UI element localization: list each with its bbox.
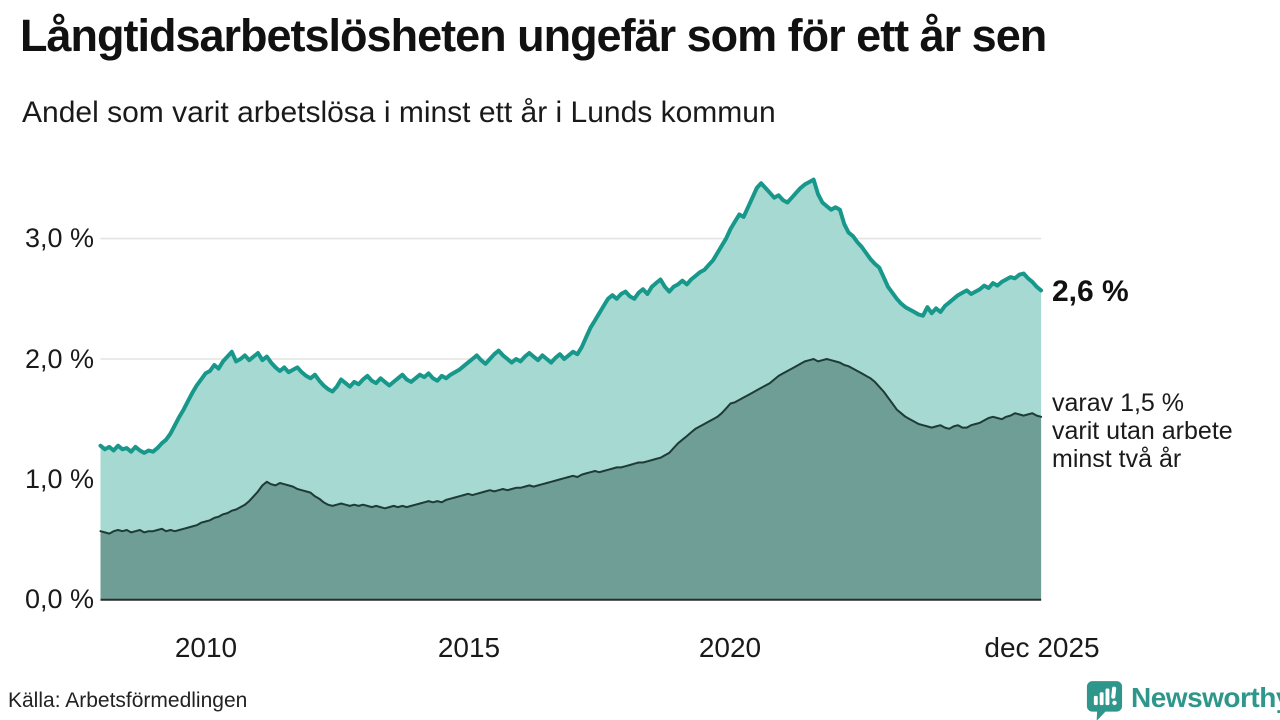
y-axis-tick-label: 2,0 % [24, 344, 94, 374]
newsworthy-logo-icon [1086, 681, 1123, 720]
annotation-secondary-line: minst två år [1052, 445, 1182, 473]
logo-bar-large [1105, 688, 1110, 706]
logo-exclamation-dot [1112, 700, 1117, 706]
annotation-secondary-series: varav 1,5 % varit utan arbete minst två … [1052, 389, 1233, 473]
x-axis-tick-label: dec 2025 [984, 632, 1100, 663]
annotation-secondary-line: varav 1,5 % [1052, 389, 1185, 417]
logo-bar-medium [1099, 692, 1104, 706]
series-line [98, 177, 1044, 455]
annotation-secondary-line: varit utan arbete [1052, 417, 1233, 445]
page-title: Långtidsarbetslösheten ungefär som för e… [20, 10, 1047, 61]
x-axis-tick-label: 2015 [437, 632, 501, 663]
chart-subtitle: Andel som varit arbetslösa i minst ett å… [22, 96, 776, 129]
source-attribution: Källa: Arbetsförmedlingen [8, 689, 248, 712]
logo-exclamation-bar [1111, 686, 1117, 699]
y-axis-tick-label: 1,0 % [24, 464, 94, 494]
y-axis-tick-label: 0,0 % [24, 584, 94, 614]
y-axis-tick-label: 3,0 % [24, 223, 94, 253]
series-line [99, 358, 1043, 535]
series-area [100, 359, 1042, 600]
annotation-latest-value: 2,6 % [1052, 275, 1129, 308]
x-axis-tick-label: 2020 [698, 632, 762, 663]
logo-bar-small [1093, 695, 1098, 706]
newsworthy-logo-text: Newsworthy [1131, 682, 1280, 713]
logo-bubble-shape [1086, 681, 1123, 720]
x-axis-tick-label: 2010 [174, 632, 238, 663]
newsworthy-logo: Newsworthy [1086, 680, 1280, 720]
